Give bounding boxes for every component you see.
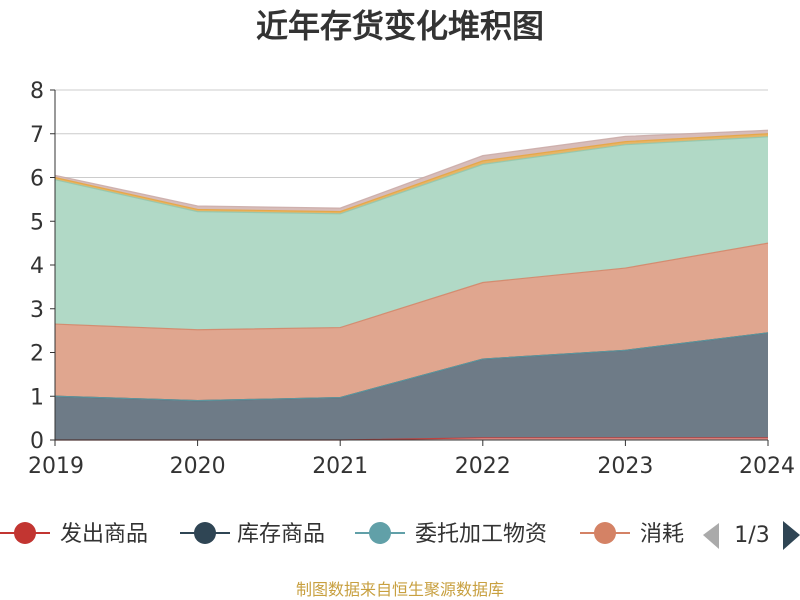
legend-page-label: 1/3 (734, 523, 769, 548)
x-tick-label: 2021 (312, 454, 368, 479)
legend-marker-icon (594, 522, 616, 544)
legend-label: 消耗 (640, 522, 684, 547)
legend-item[interactable]: 委托加工物资 (355, 522, 547, 547)
x-tick-labels: 2019 2020 2021 2022 2023 2024 (28, 454, 795, 479)
legend-label: 委托加工物资 (415, 522, 547, 547)
legend-item[interactable]: 消耗 (580, 522, 684, 547)
legend-marker-icon (369, 522, 391, 544)
legend-marker-icon (194, 522, 216, 544)
legend-label: 库存商品 (237, 522, 325, 547)
series-line-2 (54, 332, 769, 402)
legend-item[interactable]: 库存商品 (180, 522, 325, 547)
y-tick-label: 7 (30, 123, 44, 148)
area-series-3 (55, 243, 768, 401)
area-series (55, 130, 768, 440)
x-tick-label: 2020 (170, 454, 226, 479)
series-line-5 (54, 133, 769, 213)
axes (50, 89, 769, 446)
legend: 发出商品 库存商品 委托加工物资 消耗 (0, 522, 684, 547)
x-tick-label: 2023 (597, 454, 653, 479)
area-series-4 (55, 136, 768, 330)
area-series-1 (55, 332, 768, 440)
legend-next-arrow-icon[interactable] (783, 521, 800, 550)
y-tick-label: 8 (30, 79, 44, 104)
chart-title: 近年存货变化堆积图 (256, 7, 544, 45)
series-line-6 (54, 129, 769, 209)
y-tick-labels: 0 1 2 3 4 5 6 7 8 (30, 79, 44, 454)
y-tick-label: 2 (30, 342, 44, 367)
y-tick-label: 3 (30, 298, 44, 323)
series-line-3 (54, 242, 769, 331)
y-tick-label: 5 (30, 210, 44, 235)
series-line-4 (54, 136, 769, 215)
source-note: 制图数据来自恒生聚源数据库 (296, 580, 504, 599)
legend-prev-arrow-icon[interactable] (703, 523, 719, 549)
y-tick-label: 1 (30, 385, 44, 410)
x-tick-label: 2019 (28, 454, 84, 479)
legend-label: 发出商品 (60, 522, 148, 547)
x-tick-label: 2022 (455, 454, 511, 479)
y-tick-label: 0 (30, 429, 44, 454)
y-tick-label: 4 (30, 254, 44, 279)
x-tick-label: 2024 (739, 454, 795, 479)
y-tick-label: 6 (30, 167, 44, 192)
legend-marker-icon (14, 522, 36, 544)
legend-pager: 1/3 (703, 521, 800, 550)
legend-item[interactable]: 发出商品 (0, 522, 148, 547)
